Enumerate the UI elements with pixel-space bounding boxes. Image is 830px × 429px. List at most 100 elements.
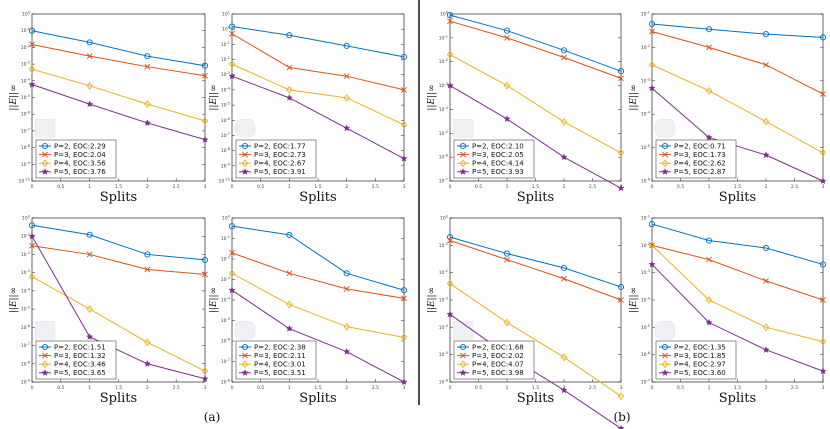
legend-entry: P=4, EOC:2.67	[254, 160, 306, 168]
y-tick-label: 10-1	[641, 11, 650, 18]
data-point-p4	[343, 93, 350, 102]
chart-panel-4: 10-8 10-7 10-6 10-5 10-4 10-3 10-2 10-1 100 0 0.5 1…	[209, 215, 408, 406]
x-axis-label: Splits	[719, 190, 756, 205]
data-point-p4	[144, 338, 151, 347]
x-tick-label: 0	[449, 184, 452, 190]
data-point-p5	[28, 80, 36, 88]
data-point-p2	[86, 39, 93, 46]
x-tick-label: 0.5	[677, 385, 684, 391]
y-tick-label: 100	[440, 11, 448, 18]
x-tick-label: 2.5	[791, 184, 798, 190]
x-tick-label: 0	[651, 385, 654, 391]
y-tick-label: 10-8	[21, 144, 30, 151]
data-point-p3	[763, 61, 769, 68]
data-point-p5	[617, 424, 625, 429]
y-tick-label: 10-5	[21, 94, 30, 101]
chart-panel-7: 10-610-510-410-310-210-110000.511.522.53…	[427, 215, 625, 429]
y-tick-label: 10-1	[439, 34, 448, 41]
mesh-thumbnail	[34, 118, 56, 138]
series-line-p5	[31, 84, 206, 141]
y-tick-label: 100	[22, 215, 30, 222]
data-point-p3	[229, 30, 235, 37]
y-tick-label: 10-5	[439, 130, 448, 137]
y-tick-label: 10-1	[641, 215, 650, 222]
data-point-p4	[201, 116, 209, 125]
legend: P=2, EOC:1.35P=3, EOC:1.85P=4, EOC:2.97P…	[655, 340, 737, 380]
data-point-p3	[343, 285, 350, 292]
x-tick-label: 3	[822, 385, 825, 391]
y-tick-label: 10-3	[439, 297, 448, 304]
data-point-p4	[286, 85, 293, 94]
legend-marker	[41, 142, 49, 150]
series-line-p3	[31, 245, 206, 275]
y-tick-label: 101	[222, 11, 230, 18]
chart-panel-5: 10-7 10-6 10-5 10-4 10-3 10-2 10-1 100 0 0.5 1 1.5 2…	[427, 11, 625, 205]
y-tick-label: 10-6	[641, 178, 650, 185]
y-tick-label: 10-8	[221, 147, 230, 154]
y-tick-label: 10-1	[221, 235, 230, 242]
y-tick-label: 10-8	[21, 360, 30, 367]
y-tick-label: 10-4	[221, 297, 231, 304]
mesh-thumbnail	[654, 321, 676, 340]
data-point-p3	[561, 275, 567, 282]
data-point-p5	[819, 367, 827, 375]
legend-entry: P=2, EOC:1.35	[674, 343, 726, 351]
legend-marker	[242, 352, 248, 359]
legend-marker	[459, 369, 467, 376]
y-axis-label: ||E||∞	[629, 287, 639, 313]
x-tick-label: 1.5	[734, 385, 741, 391]
legend-entry: P=3, EOC:2.04	[54, 151, 106, 159]
series-line-p3	[231, 252, 405, 299]
data-point-p5	[228, 72, 236, 80]
x-tick-label: 3	[822, 184, 825, 190]
data-point-p5	[343, 347, 351, 355]
y-tick-label: 10-1	[439, 242, 448, 249]
x-tick-label: 3	[204, 184, 207, 190]
data-point-p2	[201, 256, 209, 263]
legend-marker	[661, 343, 669, 351]
data-point-p3	[447, 237, 453, 244]
series-line-p2	[651, 223, 824, 265]
y-tick-label: 10-2	[641, 44, 650, 51]
y-tick-label: 10-3	[641, 77, 650, 84]
y-axis-label: ||E||∞	[9, 84, 19, 110]
mesh-thumbnail	[654, 118, 676, 138]
data-point-p4	[762, 323, 770, 332]
data-point-p2	[28, 222, 36, 229]
y-tick-label: 10-7	[641, 379, 650, 386]
y-tick-label: 10-4	[439, 324, 449, 331]
legend-entry: P=2, EOC:2.29	[54, 142, 106, 150]
x-tick-label: 1.5	[532, 184, 539, 190]
x-axis-label: Splits	[100, 190, 137, 205]
y-tick-label: 10-7	[221, 358, 230, 365]
x-axis-label: Splits	[517, 190, 554, 205]
x-tick-label: 2	[345, 385, 348, 391]
data-point-p3	[144, 266, 151, 273]
legend-entry: P=4, EOC:2.62	[674, 160, 726, 168]
series-line-p3	[449, 20, 622, 79]
y-tick-label: 10-5	[221, 102, 230, 109]
data-point-p3	[649, 28, 655, 35]
mesh-thumbnail	[452, 118, 474, 138]
mesh-thumbnail	[234, 321, 256, 340]
data-point-p5	[285, 324, 293, 332]
x-tick-label: 3	[620, 385, 623, 391]
legend: P=2, EOC:1.77P=3, EOC:2.73P=4, EOC:2.67P…	[235, 139, 317, 179]
data-point-p5	[705, 318, 713, 326]
legend-marker	[661, 360, 669, 369]
x-tick-label: 2	[146, 385, 149, 391]
x-tick-label: 0.5	[257, 184, 264, 190]
legend-entry: P=3, EOC:2.73	[254, 151, 306, 159]
y-tick-label: 10-5	[641, 144, 650, 151]
y-tick-label: 10-3	[439, 82, 448, 89]
data-point-p3	[86, 53, 93, 60]
data-point-p2	[343, 270, 350, 277]
legend-marker	[459, 343, 467, 351]
data-point-p5	[446, 310, 454, 318]
x-tick-label: 2.5	[173, 184, 180, 190]
legend-entry: P=2, EOC:1.51	[54, 343, 106, 351]
mesh-thumbnail	[34, 321, 56, 340]
legend: P=2, EOC:1.68P=3, EOC:2.02P=4, EOC:4.07P…	[453, 340, 535, 380]
x-tick-label: 0	[231, 385, 234, 391]
data-point-p2	[503, 27, 511, 34]
